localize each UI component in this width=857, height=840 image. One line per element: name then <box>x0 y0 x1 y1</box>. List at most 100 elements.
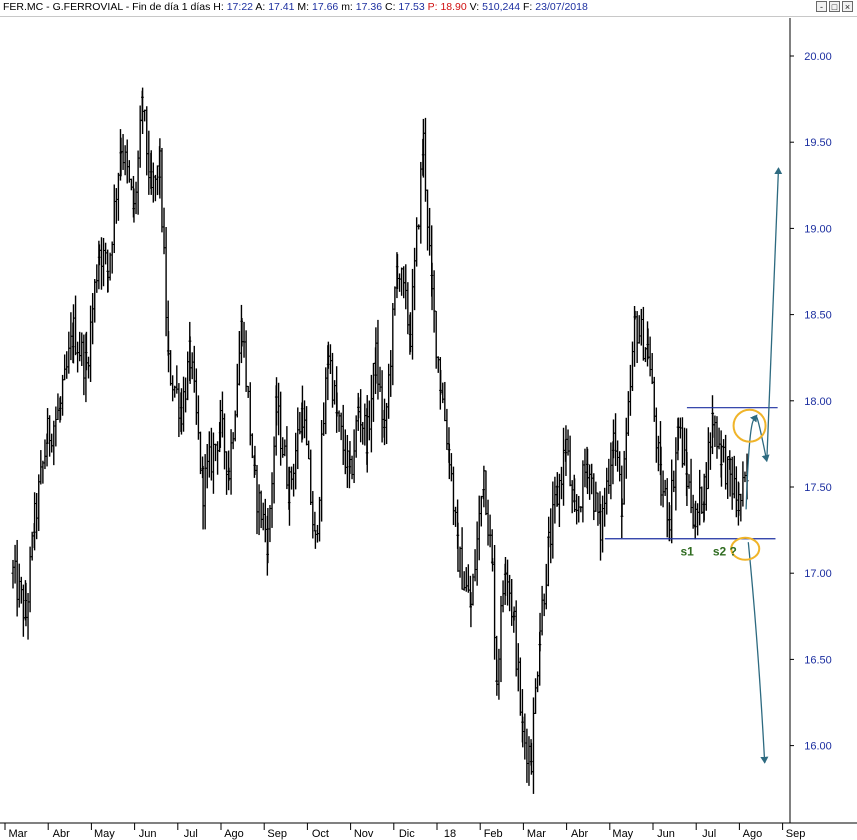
month-label: Jul <box>184 828 198 840</box>
p-label: P: <box>427 1 438 13</box>
price-tick-label: 20.00 <box>804 51 832 63</box>
price-bar <box>324 367 328 435</box>
price-bar <box>93 279 97 323</box>
price-bar <box>317 496 322 542</box>
price-bar <box>322 402 326 436</box>
price-bar <box>415 217 419 267</box>
price-bar <box>512 606 516 621</box>
price-bar <box>425 189 430 251</box>
price-bar <box>696 503 700 536</box>
price-bar <box>482 465 486 508</box>
price-bar <box>43 439 47 470</box>
price-bar <box>257 484 261 536</box>
price-bar <box>357 397 361 419</box>
price-tick-label: 16.00 <box>804 741 832 753</box>
price-bar <box>689 458 693 514</box>
price-bar <box>706 427 710 490</box>
price-bar <box>121 134 125 170</box>
price-bar <box>129 178 133 191</box>
price-bar <box>304 406 309 446</box>
price-bar <box>734 466 738 518</box>
price-bar <box>384 402 389 445</box>
price-bar <box>525 728 529 783</box>
price-bar <box>648 336 652 377</box>
price-bar <box>600 495 605 553</box>
arrow-scenario-up-retest <box>745 414 758 510</box>
price-bar <box>101 237 106 287</box>
price-bar <box>136 150 140 215</box>
price-bar <box>624 417 628 479</box>
price-tick-label: 18.50 <box>804 310 832 322</box>
price-bar <box>337 410 341 432</box>
price-bar <box>726 456 730 499</box>
a-value: 17.41 <box>268 1 295 13</box>
close-button[interactable]: × <box>842 1 853 12</box>
price-bar <box>739 493 743 522</box>
price-bar <box>188 336 192 384</box>
price-bar <box>313 530 317 549</box>
price-bar <box>341 404 345 465</box>
price-bar <box>643 347 648 363</box>
price-bar <box>713 415 717 447</box>
price-bar <box>380 370 384 443</box>
month-label: Feb <box>484 828 503 840</box>
maximize-button[interactable]: □ <box>829 1 840 12</box>
price-bar <box>203 454 207 530</box>
price-bar <box>637 315 641 344</box>
price-bar <box>11 559 15 589</box>
price-bar <box>715 416 719 459</box>
price-bar <box>605 467 609 515</box>
price-bar <box>527 736 531 786</box>
month-label: Ago <box>224 828 244 840</box>
price-bar <box>514 600 518 677</box>
price-bar <box>354 415 358 458</box>
price-bar <box>268 505 272 543</box>
price-bar <box>518 657 522 716</box>
price-bar <box>510 578 514 626</box>
price-bar <box>730 456 734 510</box>
price-bar <box>464 567 468 592</box>
price-bar <box>141 87 145 135</box>
price-bar <box>164 227 168 337</box>
c-value: 17.53 <box>398 1 425 13</box>
price-bar <box>499 595 503 683</box>
price-bar <box>551 481 555 559</box>
price-bar <box>575 494 579 525</box>
price-bar <box>270 472 274 528</box>
price-bar <box>328 344 333 375</box>
price-bar <box>533 678 538 714</box>
price-bar <box>453 506 458 527</box>
m-label: M: <box>297 1 310 13</box>
minimize-button[interactable]: - <box>816 1 827 12</box>
month-label: Mar <box>9 828 28 840</box>
price-bar <box>430 262 434 311</box>
price-bar <box>439 369 443 395</box>
price-bar <box>285 426 289 490</box>
price-bar <box>48 415 52 457</box>
price-bar <box>717 427 721 450</box>
price-bar <box>88 305 93 382</box>
price-bar <box>345 434 349 488</box>
price-bar <box>592 473 596 521</box>
price-bar <box>367 400 371 441</box>
f-value: 23/07/2018 <box>535 1 588 13</box>
price-bar <box>676 417 680 451</box>
arrow-breakdown <box>747 542 769 764</box>
price-bar <box>581 460 585 523</box>
price-bar <box>447 443 451 480</box>
price-bar <box>352 429 356 484</box>
price-bar <box>50 433 54 453</box>
price-bar <box>292 463 296 497</box>
month-label: Sep <box>786 828 806 840</box>
quote-info: FER.MC - G.FERROVIAL - Fin de día 1 días… <box>3 1 588 13</box>
a-label: A: <box>255 1 266 13</box>
price-bar <box>309 449 313 505</box>
f-label: F: <box>523 1 533 13</box>
price-bar <box>404 264 408 310</box>
price-bar <box>477 495 481 561</box>
price-bar <box>112 184 116 254</box>
support-circle <box>730 536 761 561</box>
price-bar <box>538 612 542 652</box>
price-bar <box>56 393 60 421</box>
price-bar <box>378 366 382 393</box>
